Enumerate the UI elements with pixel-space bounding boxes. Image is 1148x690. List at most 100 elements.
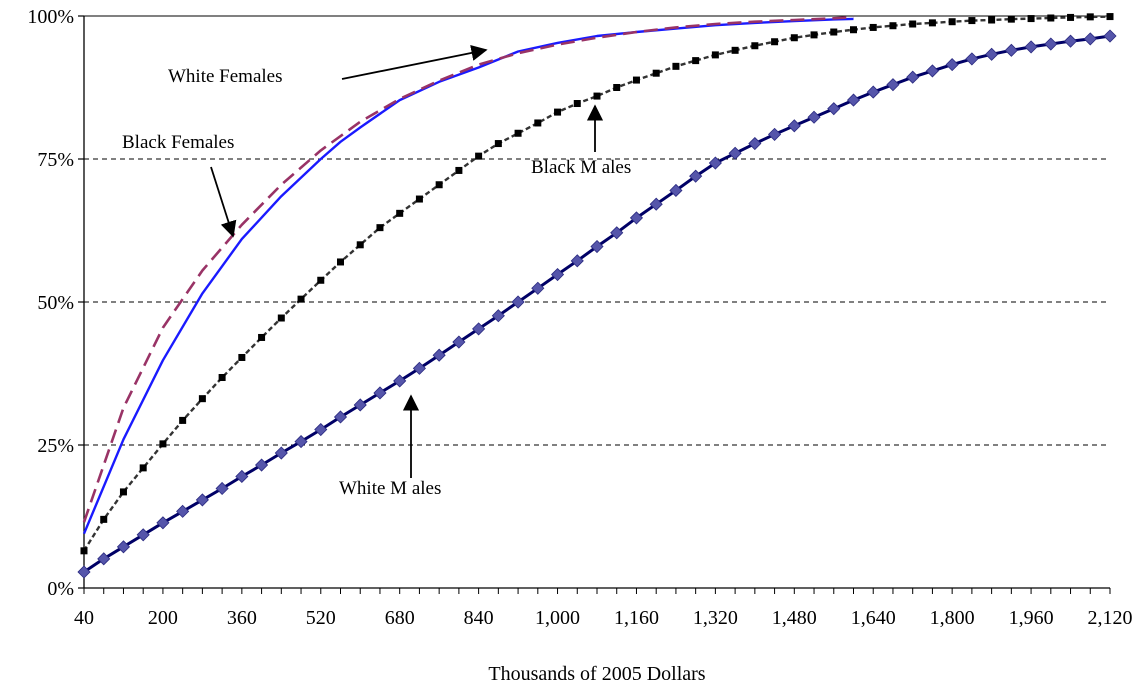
data-point — [472, 322, 486, 336]
data-point — [1106, 13, 1114, 21]
data-point — [632, 76, 640, 84]
y-tick-label: 75% — [37, 149, 74, 171]
data-point — [593, 92, 601, 100]
y-tick-label: 0% — [47, 578, 74, 600]
data-point — [731, 46, 739, 54]
data-point — [511, 295, 525, 309]
data-point — [807, 110, 821, 124]
series-line — [83, 34, 1111, 574]
data-point — [294, 435, 308, 449]
data-point — [610, 226, 624, 240]
data-point — [97, 552, 111, 566]
data-point — [866, 85, 880, 99]
data-point — [255, 458, 269, 472]
x-tick-label: 680 — [385, 607, 415, 629]
data-point — [869, 23, 877, 31]
x-tick-label: 1,640 — [851, 607, 896, 629]
data-point — [748, 136, 762, 151]
x-axis-ticks: 40 200 360 520 680 840 1,000 1,160 1,320 1,480 1,6… — [74, 588, 1133, 629]
data-point — [928, 19, 936, 27]
series-group — [77, 13, 1117, 579]
data-point — [317, 276, 325, 284]
data-point — [475, 152, 483, 160]
data-point — [491, 309, 505, 323]
data-point — [787, 119, 801, 133]
data-point — [850, 26, 857, 34]
data-point — [985, 47, 999, 61]
x-tick-label: 1,960 — [1009, 607, 1054, 629]
x-tick-label: 360 — [227, 607, 257, 629]
data-point — [968, 17, 976, 25]
data-point — [554, 108, 562, 116]
data-point — [353, 398, 367, 412]
data-point — [689, 169, 703, 183]
data-point — [846, 93, 861, 107]
data-point — [80, 547, 88, 555]
data-point — [1047, 14, 1055, 22]
data-point — [376, 224, 384, 232]
data-point — [771, 38, 779, 46]
data-point — [948, 18, 956, 26]
data-point — [925, 64, 939, 78]
data-point — [1044, 37, 1058, 51]
y-tick-label: 50% — [37, 292, 74, 314]
data-point — [396, 209, 404, 217]
data-point — [100, 515, 108, 523]
data-point — [573, 100, 581, 108]
data-point — [1004, 43, 1018, 57]
data-point — [195, 493, 209, 507]
data-point — [906, 70, 920, 84]
x-tick-label: 520 — [306, 607, 336, 629]
data-point — [1103, 29, 1117, 43]
data-point — [1024, 40, 1038, 54]
data-point — [768, 127, 782, 141]
data-point — [218, 374, 226, 382]
data-point — [179, 416, 187, 424]
data-point — [669, 183, 683, 198]
x-tick-label: 1,000 — [535, 607, 580, 629]
data-point — [570, 254, 584, 268]
data-point — [258, 333, 266, 341]
data-point — [494, 140, 502, 148]
annotation-black-females: Black Females — [122, 132, 237, 238]
data-point — [830, 28, 838, 36]
data-point — [1067, 13, 1075, 21]
x-tick-label: 1,160 — [614, 607, 659, 629]
data-point — [415, 195, 423, 203]
data-point — [692, 57, 700, 65]
data-point — [945, 58, 959, 72]
data-point — [889, 22, 897, 30]
data-point — [827, 102, 841, 116]
series-white-males — [77, 29, 1117, 579]
data-point — [139, 464, 147, 472]
x-tick-label: 40 — [74, 607, 94, 629]
x-axis-title: Thousands of 2005 Dollars — [488, 663, 705, 685]
y-tick-label: 100% — [27, 6, 74, 28]
data-point — [751, 42, 759, 50]
data-point — [550, 267, 565, 282]
x-tick-label: 1,480 — [772, 607, 817, 629]
annotation-label: Black Females — [122, 132, 234, 153]
data-point — [77, 565, 91, 579]
data-point — [116, 540, 131, 554]
data-point — [531, 281, 545, 295]
data-point — [373, 386, 387, 400]
data-point — [297, 295, 305, 303]
data-point — [435, 181, 443, 189]
annotation-label: Black M ales — [531, 157, 631, 178]
data-point — [613, 84, 621, 91]
series-black-females — [82, 15, 854, 523]
data-point — [198, 395, 206, 403]
data-point — [728, 146, 742, 160]
data-point — [333, 410, 348, 424]
data-point — [988, 16, 996, 24]
data-point — [810, 31, 818, 39]
gridlines — [84, 15, 1110, 446]
data-point — [1086, 13, 1094, 21]
data-point — [909, 20, 917, 28]
x-tick-label: 2,120 — [1088, 607, 1133, 629]
x-tick-label: 1,800 — [930, 607, 975, 629]
data-point — [393, 374, 407, 388]
x-tick-label: 1,320 — [693, 607, 738, 629]
